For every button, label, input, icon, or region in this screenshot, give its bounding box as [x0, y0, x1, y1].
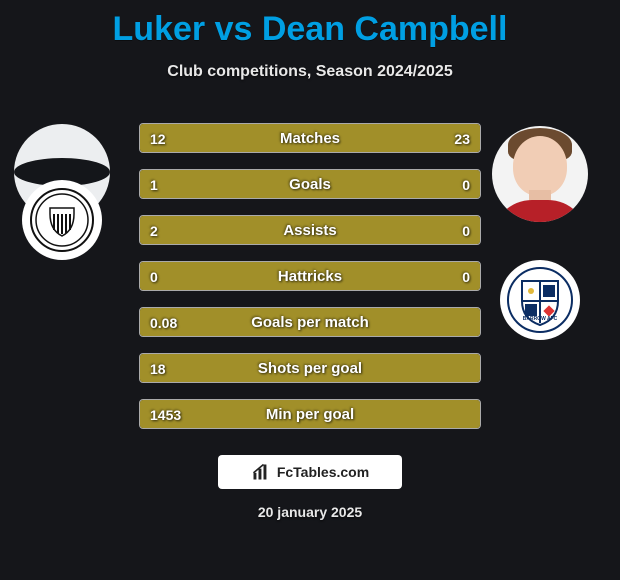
page-title: Luker vs Dean Campbell: [0, 0, 620, 49]
watermark-text: FcTables.com: [277, 464, 369, 480]
right-club-badge: BARROW AFC: [500, 260, 580, 340]
stat-right-value: 0: [462, 262, 470, 291]
stat-row: 0Hattricks0: [139, 261, 481, 291]
stat-label: Matches: [140, 124, 480, 153]
stat-right-value: 0: [462, 216, 470, 245]
stat-row: 0.08Goals per match: [139, 307, 481, 337]
grimsby-crest-icon: [30, 188, 94, 252]
stat-row: 1Goals0: [139, 169, 481, 199]
subtitle: Club competitions, Season 2024/2025: [0, 63, 620, 81]
stat-row: 1453Min per goal: [139, 399, 481, 429]
left-club-badge: [22, 180, 102, 260]
stat-label: Assists: [140, 216, 480, 245]
stat-row: 12Matches23: [139, 123, 481, 153]
stat-right-value: 23: [454, 124, 470, 153]
stat-label: Goals per match: [140, 308, 480, 337]
stat-label: Goals: [140, 170, 480, 199]
watermark: FcTables.com: [218, 455, 402, 489]
stat-row: 18Shots per goal: [139, 353, 481, 383]
stat-label: Min per goal: [140, 400, 480, 429]
date-label: 20 january 2025: [0, 504, 620, 520]
stat-label: Hattricks: [140, 262, 480, 291]
stat-label: Shots per goal: [140, 354, 480, 383]
bar-chart-icon: [251, 462, 271, 482]
stats-container: 12Matches231Goals02Assists00Hattricks00.…: [139, 123, 481, 445]
barrow-crest-icon: BARROW AFC: [507, 267, 573, 333]
stat-right-value: 0: [462, 170, 470, 199]
svg-text:BARROW AFC: BARROW AFC: [523, 316, 558, 322]
right-player-avatar: [492, 126, 588, 222]
stat-row: 2Assists0: [139, 215, 481, 245]
